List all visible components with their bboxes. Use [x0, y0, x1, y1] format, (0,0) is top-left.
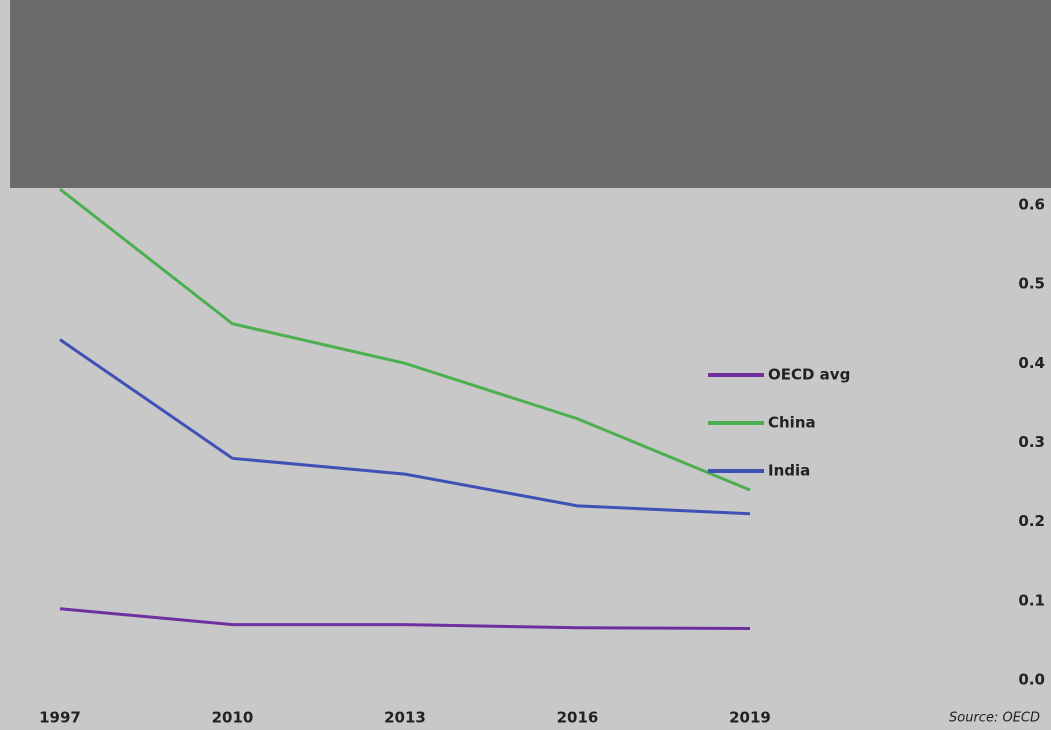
y-tick-label: 0.0 [1018, 671, 1045, 689]
line-series [59, 607, 751, 631]
y-tick-label: 0.5 [1018, 275, 1045, 293]
header-band [10, 0, 1051, 188]
y-tick-label: 0.3 [1018, 433, 1045, 451]
legend-label: India [768, 462, 810, 480]
line-series [59, 338, 751, 516]
x-tick-label: 2019 [729, 709, 771, 727]
y-tick-label: 0.1 [1018, 591, 1045, 609]
x-tick-label: 2010 [212, 709, 254, 727]
legend-label: China [768, 414, 816, 432]
x-tick-label: 1997 [39, 709, 81, 727]
legend-label: OECD avg [768, 366, 850, 384]
source-note: Source: OECD [949, 711, 1040, 726]
line-series [59, 187, 751, 492]
x-tick-label: 2016 [557, 709, 599, 727]
y-tick-label: 0.6 [1018, 196, 1045, 214]
y-tick-label: 0.4 [1018, 354, 1045, 372]
y-tick-label: 0.2 [1018, 512, 1045, 530]
x-tick-label: 2013 [384, 709, 426, 727]
